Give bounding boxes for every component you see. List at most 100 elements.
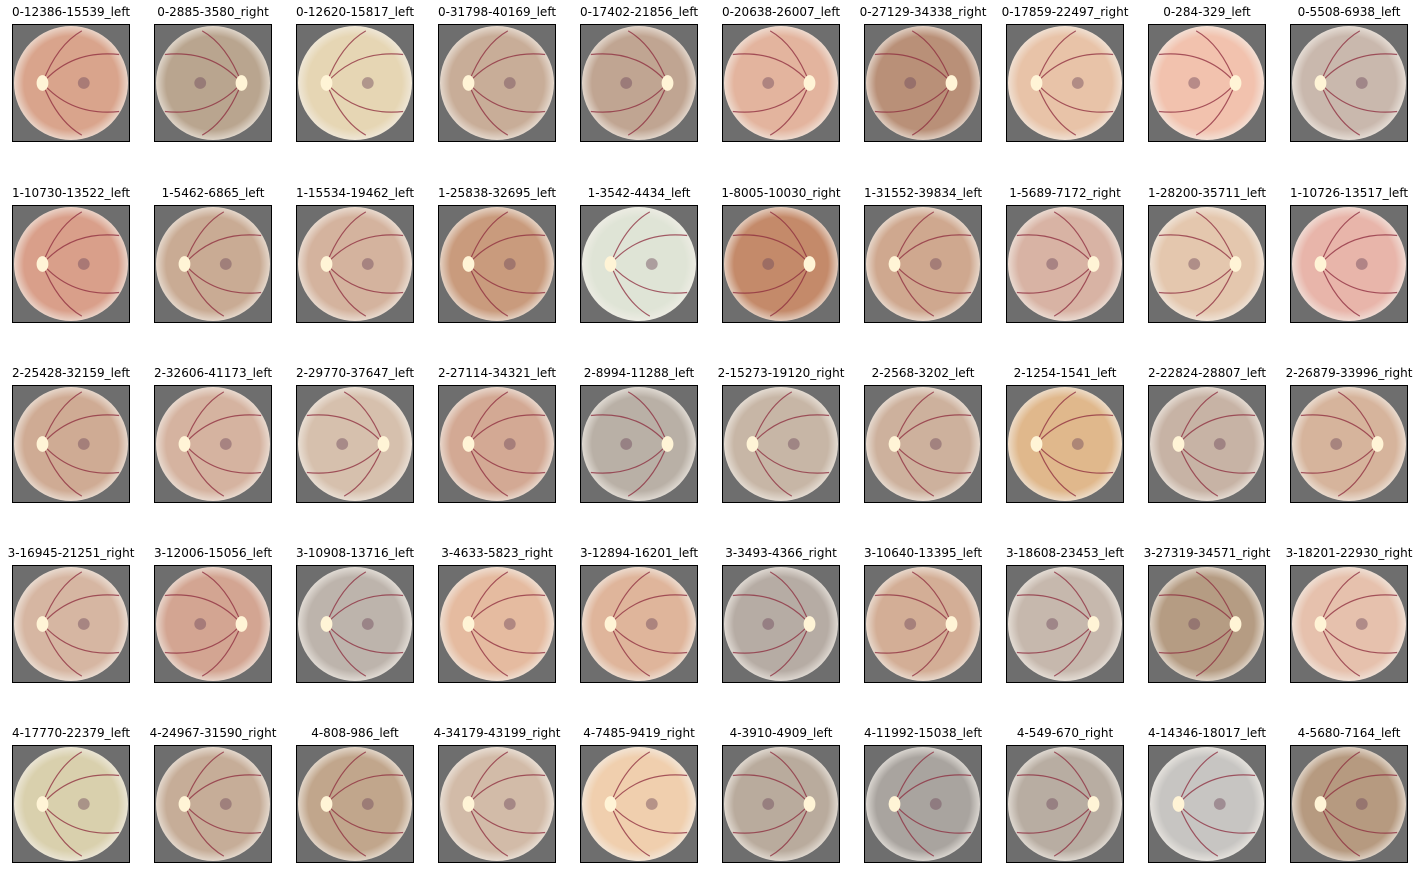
fundus-cell: 3-3493-4366_right <box>710 545 852 705</box>
optic-disc <box>235 75 248 91</box>
blood-vessel <box>894 414 972 445</box>
fundus-cell: 4-24967-31590_right <box>142 725 284 885</box>
fundus-disc-area <box>865 386 981 502</box>
fundus-photo <box>1007 206 1123 322</box>
optic-disc <box>462 436 475 452</box>
image-title: 0-284-329_left <box>1163 5 1251 19</box>
fundus-disc-area <box>155 746 271 862</box>
fundus-disc-area <box>723 206 839 322</box>
fundus-thumbnail <box>1006 565 1124 683</box>
fundus-photo <box>865 566 981 682</box>
optic-disc <box>178 436 191 452</box>
fundus-photo <box>13 746 129 862</box>
blood-vessel <box>164 623 242 654</box>
fundus-photo <box>297 206 413 322</box>
fundus-photo <box>439 25 555 141</box>
fundus-photo <box>439 746 555 862</box>
fundus-thumbnail <box>296 385 414 503</box>
macula <box>503 618 516 630</box>
optic-disc <box>1314 256 1327 272</box>
fundus-disc-area <box>723 746 839 862</box>
optic-disc <box>462 256 475 272</box>
optic-disc <box>803 796 816 812</box>
fundus-disc-area <box>1007 206 1123 322</box>
fundus-photo <box>1291 206 1407 322</box>
image-title: 0-5508-6938_left <box>1297 5 1401 19</box>
fundus-photo <box>1007 25 1123 141</box>
fundus-disc-area <box>1007 25 1123 141</box>
fundus-thumbnail <box>580 205 698 323</box>
fundus-thumbnail <box>1006 205 1124 323</box>
blood-vessel <box>894 443 972 474</box>
image-title: 4-808-986_left <box>311 726 399 740</box>
fundus-thumbnail <box>296 565 414 683</box>
macula <box>904 77 917 89</box>
fundus-cell: 3-18201-22930_right <box>1278 545 1418 705</box>
optic-disc <box>945 616 958 632</box>
blood-vessel <box>468 234 546 265</box>
fundus-disc-area <box>13 566 129 682</box>
blood-vessel <box>874 594 952 625</box>
image-title: 4-34179-43199_right <box>433 726 561 740</box>
fundus-cell: 2-15273-19120_right <box>710 365 852 525</box>
blood-vessel <box>164 594 242 625</box>
fundus-photo <box>297 746 413 862</box>
fundus-cell: 2-32606-41173_left <box>142 365 284 525</box>
fundus-photo <box>865 386 981 502</box>
macula <box>219 258 232 270</box>
optic-disc <box>178 256 191 272</box>
image-title: 3-16945-21251_right <box>7 546 135 560</box>
image-title: 2-25428-32159_left <box>11 366 131 380</box>
fundus-photo <box>581 386 697 502</box>
fundus-cell: 0-27129-34338_right <box>852 4 994 164</box>
fundus-thumbnail <box>154 205 272 323</box>
fundus-thumbnail <box>154 385 272 503</box>
image-title: 2-1254-1541_left <box>1013 366 1117 380</box>
fundus-photo <box>297 386 413 502</box>
fundus-disc-area <box>1149 25 1265 141</box>
image-title: 0-17402-21856_left <box>579 5 699 19</box>
fundus-disc-area <box>1007 386 1123 502</box>
fundus-photo <box>1149 566 1265 682</box>
image-title: 4-24967-31590_right <box>149 726 277 740</box>
fundus-cell: 0-17859-22497_right <box>994 4 1136 164</box>
blood-vessel <box>1320 263 1398 294</box>
blood-vessel <box>306 443 384 474</box>
blood-vessel <box>1158 623 1236 654</box>
blood-vessel <box>1016 594 1094 625</box>
blood-vessel <box>1158 234 1236 265</box>
macula <box>1213 798 1226 810</box>
fundus-cell: 3-18608-23453_left <box>994 545 1136 705</box>
optic-disc <box>1172 796 1185 812</box>
image-title: 1-5462-6865_left <box>161 186 265 200</box>
macula <box>1188 618 1201 630</box>
fundus-photo <box>581 25 697 141</box>
fundus-photo <box>155 746 271 862</box>
fundus-cell: 0-12386-15539_left <box>0 4 142 164</box>
image-title: 2-2568-3202_left <box>871 366 975 380</box>
blood-vessel <box>42 263 120 294</box>
fundus-thumbnail <box>864 24 982 142</box>
optic-disc <box>1371 436 1384 452</box>
image-title: 4-11992-15038_left <box>863 726 983 740</box>
image-title: 1-25838-32695_left <box>437 186 557 200</box>
blood-vessel <box>468 774 546 805</box>
fundus-cell: 2-27114-34321_left <box>426 365 568 525</box>
blood-vessel <box>326 263 404 294</box>
image-title: 2-32606-41173_left <box>153 366 273 380</box>
fundus-photo <box>155 566 271 682</box>
blood-vessel <box>732 594 810 625</box>
optic-disc <box>1229 75 1242 91</box>
macula <box>77 438 90 450</box>
fundus-disc-area <box>1291 566 1407 682</box>
fundus-disc-area <box>865 25 981 141</box>
image-title: 1-28200-35711_left <box>1147 186 1267 200</box>
blood-vessel <box>1320 594 1398 625</box>
blood-vessel <box>1300 443 1378 474</box>
fundus-thumbnail <box>12 565 130 683</box>
macula <box>1188 258 1201 270</box>
fundus-cell: 1-10726-13517_left <box>1278 185 1418 345</box>
fundus-disc-area <box>439 206 555 322</box>
fundus-thumbnail <box>864 745 982 863</box>
fundus-thumbnail <box>1148 24 1266 142</box>
